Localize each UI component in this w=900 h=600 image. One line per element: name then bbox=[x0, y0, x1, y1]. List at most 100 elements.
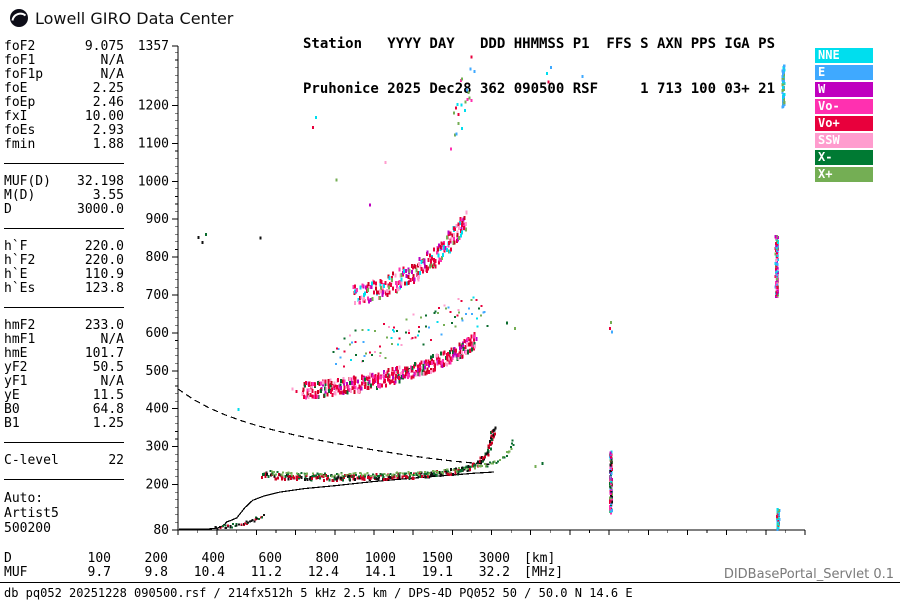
svg-text:500: 500 bbox=[146, 364, 169, 379]
param-value: 50.5 bbox=[92, 360, 124, 375]
rfi-strip-16mhz-mid bbox=[774, 235, 779, 299]
transmission-curve bbox=[177, 388, 490, 465]
param-label: fxI bbox=[4, 109, 28, 124]
station-header-line2: Pruhonice 2025 Dec28 362 090500 RSF 1 71… bbox=[303, 81, 776, 97]
echo-type-legend: NNE E W Vo- Vo+ SSW X- X+ bbox=[815, 48, 873, 184]
svg-text:7: 7 bbox=[409, 537, 417, 538]
param-row: foF1 N/A bbox=[4, 54, 124, 68]
param-row: yE 11.5 bbox=[4, 389, 124, 403]
param-row: yF2 50.5 bbox=[4, 361, 124, 375]
param-label: foF1 bbox=[4, 53, 36, 68]
param-row: B1 1.25 bbox=[4, 417, 124, 431]
param-value: 1.88 bbox=[92, 137, 124, 152]
fourth-hop-specks bbox=[449, 55, 476, 151]
param-label: foE bbox=[4, 81, 28, 96]
row-value: 200 bbox=[144, 551, 168, 566]
param-value: 9.075 bbox=[84, 39, 124, 54]
svg-text:900: 900 bbox=[146, 212, 169, 227]
param-value: N/A bbox=[100, 374, 124, 389]
row-unit: [MHz] bbox=[524, 565, 564, 580]
row-label: MUF bbox=[4, 565, 28, 580]
legend-item-x: X+ bbox=[815, 167, 873, 182]
param-row: h`F 220.0 bbox=[4, 240, 124, 254]
row-value: 1000 bbox=[364, 551, 396, 566]
param-row: h`Es 123.8 bbox=[4, 282, 124, 296]
panel-divider bbox=[4, 479, 124, 480]
svg-text:200: 200 bbox=[146, 478, 169, 493]
param-row: B0 64.8 bbox=[4, 403, 124, 417]
row-label: D bbox=[4, 551, 12, 566]
row-value: 10.4 bbox=[193, 565, 225, 580]
param-label: D bbox=[4, 202, 12, 217]
svg-text:11: 11 bbox=[562, 537, 578, 538]
svg-text:1: 1 bbox=[174, 537, 182, 538]
param-label: M(D) bbox=[4, 188, 36, 203]
param-row: C-level 22 bbox=[4, 454, 124, 468]
lowell-giro-logo-icon bbox=[10, 9, 28, 27]
param-row: foE 2.25 bbox=[4, 82, 124, 96]
param-row: fmin 1.88 bbox=[4, 138, 124, 152]
row-value: 600 bbox=[258, 551, 282, 566]
param-label: B0 bbox=[4, 402, 20, 417]
panel-divider bbox=[4, 442, 124, 443]
param-value: 220.0 bbox=[84, 239, 124, 254]
param-value: N/A bbox=[100, 67, 124, 82]
param-value: N/A bbox=[100, 332, 124, 347]
param-value: 11.5 bbox=[92, 388, 124, 403]
row-value: 1500 bbox=[421, 551, 453, 566]
second-hop-trace bbox=[301, 331, 478, 400]
svg-text:5: 5 bbox=[331, 537, 339, 538]
param-value: 110.9 bbox=[84, 267, 124, 282]
svg-text:700: 700 bbox=[146, 288, 169, 303]
param-value: 220.0 bbox=[84, 253, 124, 268]
param-value: 1.25 bbox=[92, 416, 124, 431]
legend-item-vo: Vo+ bbox=[815, 116, 873, 131]
param-label: hmF1 bbox=[4, 332, 36, 347]
distance-row: D 100 200 400 600 800 1000 1500 3000 [km] bbox=[4, 551, 555, 566]
row-value: 12.4 bbox=[307, 565, 339, 580]
param-value: 3000.0 bbox=[77, 202, 124, 217]
e-layer-trace bbox=[214, 514, 265, 531]
param-value: 2.46 bbox=[92, 95, 124, 110]
ionogram-chart: 8020030040050060070080090010001100120013… bbox=[138, 39, 812, 538]
svg-text:800: 800 bbox=[146, 250, 169, 265]
svg-text:300: 300 bbox=[146, 440, 169, 455]
svg-text:400: 400 bbox=[146, 402, 169, 417]
param-value: 32.198 bbox=[77, 174, 124, 189]
legend-item-vo: Vo- bbox=[815, 99, 873, 114]
svg-text:15: 15 bbox=[719, 537, 735, 538]
rfi-strip-16mhz-low bbox=[776, 508, 781, 531]
param-label: yF2 bbox=[4, 360, 28, 375]
panel-divider bbox=[4, 228, 124, 229]
svg-text:4: 4 bbox=[292, 537, 300, 538]
auto-line: Auto: bbox=[4, 491, 44, 506]
param-value: 233.0 bbox=[84, 318, 124, 333]
legend-item-e: E bbox=[815, 65, 873, 80]
svg-text:3: 3 bbox=[252, 537, 260, 538]
noise-points bbox=[197, 66, 614, 469]
param-value: 64.8 bbox=[92, 402, 124, 417]
svg-text:1200: 1200 bbox=[138, 99, 169, 114]
auto-line: 500200 bbox=[4, 521, 51, 536]
param-label: foEp bbox=[4, 95, 36, 110]
row-value: 9.8 bbox=[144, 565, 168, 580]
param-row: hmF1 N/A bbox=[4, 333, 124, 347]
servlet-version: DIDBasePortal_Servlet 0.1 bbox=[723, 567, 894, 582]
third-hop-trace bbox=[352, 210, 468, 306]
param-value: 10.00 bbox=[84, 109, 124, 124]
svg-text:1357: 1357 bbox=[138, 39, 169, 54]
param-row: foEs 2.93 bbox=[4, 124, 124, 138]
auto-line: Artist5 bbox=[4, 506, 59, 521]
row-unit: [km] bbox=[524, 551, 556, 566]
svg-text:12: 12 bbox=[601, 537, 617, 538]
legend-item-w: W bbox=[815, 82, 873, 97]
row-value: 100 bbox=[87, 551, 111, 566]
param-row: hmF2 233.0 bbox=[4, 319, 124, 333]
legend-item-ssw: SSW bbox=[815, 133, 873, 148]
footer-divider bbox=[0, 582, 900, 583]
param-row: hmE 101.7 bbox=[4, 347, 124, 361]
axes: 8020030040050060070080090010001100120013… bbox=[138, 39, 812, 538]
param-row: fxI 10.00 bbox=[4, 110, 124, 124]
brand: Lowell GIRO Data Center bbox=[8, 7, 233, 29]
svg-text:600: 600 bbox=[146, 326, 169, 341]
